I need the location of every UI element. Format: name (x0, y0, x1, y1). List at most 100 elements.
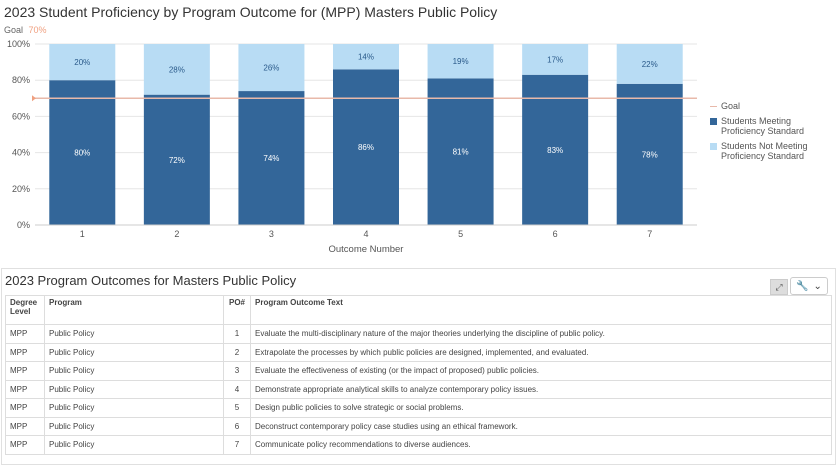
cell-outcome-text: Evaluate the multi-disciplinary nature o… (250, 324, 832, 344)
table-row[interactable]: MPP Public Policy 1 Evaluate the multi-disc… (5, 324, 832, 344)
table-title: 2023 Program Outcomes for Masters Public… (5, 273, 297, 288)
x-tick-label: 3 (269, 229, 274, 239)
cell-degree-level: MPP (5, 416, 45, 436)
legend-goal-line (710, 106, 717, 107)
cell-outcome-text: Deconstruct contemporary policy case stu… (250, 416, 832, 436)
column-header-level[interactable]: Degree Level (5, 295, 45, 325)
bar-meeting (616, 83, 683, 225)
data-label-not-meeting: 26% (263, 64, 279, 73)
table-row[interactable]: MPP Public Policy 6 Deconstruct contemporar… (5, 416, 832, 436)
legend-item-meeting[interactable]: Students Meeting Proficiency Standard (710, 116, 831, 136)
x-tick-label: 7 (647, 229, 652, 239)
chevron-down-icon: ⌄ (813, 280, 822, 292)
table-header-row: Degree Level Program PO# Program Outcome… (5, 295, 832, 325)
settings-menu-button[interactable]: 🔧 ⌄ (790, 277, 828, 295)
data-label-meeting: 72% (169, 156, 185, 165)
bar-not-meeting (427, 44, 494, 79)
cell-program: Public Policy (44, 342, 224, 362)
chart-legend: Goal Students Meeting Proficiency Standa… (710, 101, 831, 166)
x-axis-title: Outcome Number (329, 244, 404, 255)
data-label-meeting: 80% (74, 149, 90, 158)
cell-po: 6 (223, 416, 251, 436)
legend-label: Students Not Meeting Proficiency Standar… (721, 141, 808, 161)
x-tick-label: 5 (458, 229, 463, 239)
cell-po: 5 (223, 398, 251, 418)
goal-label: Goal 70% (4, 25, 47, 35)
data-label-not-meeting: 17% (547, 55, 563, 64)
cell-program: Public Policy (44, 324, 224, 344)
legend-item-goal[interactable]: Goal (710, 101, 831, 111)
legend-label: Goal (721, 101, 741, 111)
bar-not-meeting (143, 44, 210, 95)
cell-outcome-text: Extrapolate the processes by which publi… (250, 342, 832, 362)
expand-icon: ⤢ (775, 282, 783, 292)
cell-po: 1 (223, 324, 251, 344)
goal-label-text: Goal (4, 25, 24, 35)
wrench-icon: 🔧 (796, 280, 809, 292)
cell-po: 3 (223, 361, 251, 381)
cell-outcome-text: Evaluate the effectiveness of existing (… (250, 361, 832, 381)
table-row[interactable]: MPP Public Policy 2 Extrapolate the process… (5, 342, 832, 362)
bar-not-meeting (49, 44, 116, 81)
cell-outcome-text: Design public policies to solve strategi… (250, 398, 832, 418)
bar-not-meeting (333, 44, 399, 70)
y-tick-label: 60% (12, 111, 30, 121)
legend-label: Students Meeting Proficiency Standard (721, 116, 805, 136)
y-tick-label: 0% (17, 220, 30, 230)
y-tick-label: 100% (7, 39, 30, 49)
x-tick-label: 4 (363, 229, 368, 239)
bar-not-meeting (238, 44, 305, 92)
legend-swatch (710, 143, 717, 150)
cell-outcome-text: Communicate policy recommendations to di… (250, 435, 832, 455)
cell-program: Public Policy (44, 379, 224, 399)
cell-degree-level: MPP (5, 398, 45, 418)
bar-meeting (427, 78, 494, 225)
cell-degree-level: MPP (5, 361, 45, 381)
expand-button[interactable]: ⤢ (770, 279, 788, 295)
data-label-not-meeting: 22% (642, 60, 658, 69)
legend-swatch (710, 118, 717, 125)
table-row[interactable]: MPP Public Policy 7 Communicate policy reco… (5, 435, 832, 455)
y-tick-label: 40% (12, 148, 30, 158)
cell-degree-level: MPP (5, 342, 45, 362)
bar-meeting (522, 74, 589, 225)
data-label-not-meeting: 20% (74, 58, 90, 67)
y-tick-label: 20% (12, 184, 30, 194)
data-label-meeting: 74% (263, 154, 279, 163)
bar-not-meeting (616, 44, 683, 84)
y-tick-label: 80% (12, 75, 30, 85)
x-tick-label: 2 (174, 229, 179, 239)
goal-value: 70% (28, 25, 47, 35)
column-header-program[interactable]: Program (44, 295, 224, 325)
column-header-text[interactable]: Program Outcome Text (250, 295, 832, 325)
goal-marker (32, 95, 36, 102)
table-body: MPP Public Policy 1 Evaluate the multi-disc… (5, 324, 832, 455)
cell-po: 4 (223, 379, 251, 399)
table-row[interactable]: MPP Public Policy 5 Design public policies … (5, 398, 832, 418)
stacked-bar-chart: 0% 20% 40% 60% 80% 100% 80% 20% 1 72% 28% 2 74% 26% 3 8… (7, 39, 697, 255)
legend-item-not-meeting[interactable]: Students Not Meeting Proficiency Standar… (710, 141, 831, 161)
cell-po: 7 (223, 435, 251, 455)
data-label-not-meeting: 14% (358, 53, 374, 62)
bar-meeting (49, 80, 116, 225)
outcomes-table: Degree Level Program PO# Program Outcome… (5, 295, 832, 455)
cell-degree-level: MPP (5, 435, 45, 455)
x-tick-label: 1 (80, 229, 85, 239)
cell-program: Public Policy (44, 361, 224, 381)
data-label-not-meeting: 19% (453, 57, 469, 66)
data-label-meeting: 86% (358, 143, 374, 152)
table-row[interactable]: MPP Public Policy 3 Evaluate the effectiven… (5, 361, 832, 381)
bar-meeting (143, 94, 210, 226)
data-label-meeting: 81% (453, 148, 469, 157)
table-row[interactable]: MPP Public Policy 4 Demonstrate appropriate… (5, 379, 832, 399)
bar-meeting (238, 91, 305, 225)
x-tick-label: 6 (553, 229, 558, 239)
cell-degree-level: MPP (5, 379, 45, 399)
cell-program: Public Policy (44, 435, 224, 455)
column-header-po[interactable]: PO# (223, 295, 251, 325)
cell-program: Public Policy (44, 398, 224, 418)
cell-program: Public Policy (44, 416, 224, 436)
chart-title: 2023 Student Proficiency by Program Outc… (4, 4, 498, 20)
cell-po: 2 (223, 342, 251, 362)
bar-not-meeting (522, 44, 589, 75)
